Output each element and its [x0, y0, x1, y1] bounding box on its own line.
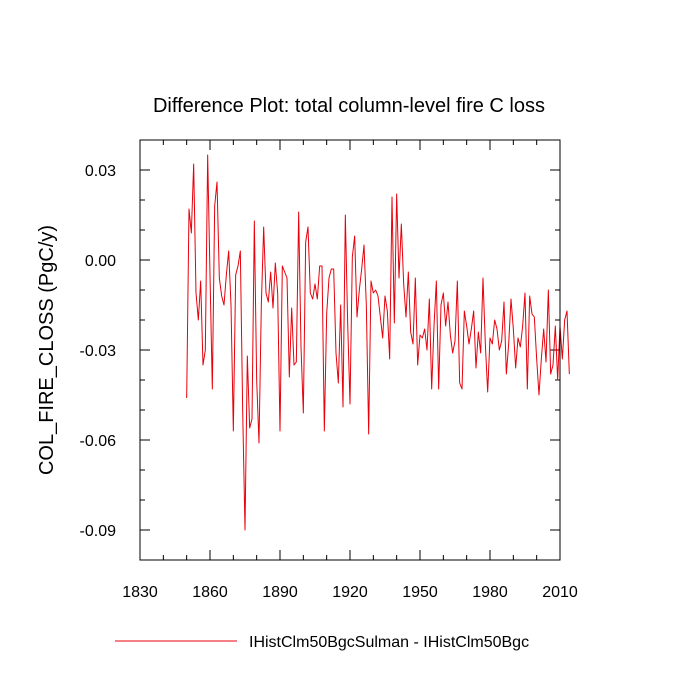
x-tick-label: 2010 — [542, 584, 578, 601]
series-line — [186, 154, 570, 531]
x-tick-label: 1860 — [192, 584, 228, 601]
y-tick-label: -0.09 — [80, 523, 117, 540]
plot-frame — [139, 139, 561, 561]
y-tick-label: -0.06 — [80, 433, 117, 450]
y-axis-label: COL_FIRE_CLOSS (PgC/y) — [36, 225, 58, 475]
legend: IHistClm50BgcSulman - IHistClm50Bgc — [115, 634, 529, 651]
y-tick-label: 0.03 — [85, 163, 116, 180]
x-tick-label: 1890 — [262, 584, 298, 601]
y-tick-label: -0.03 — [80, 343, 117, 360]
y-tick-label: 0.00 — [85, 253, 116, 270]
tick-labels: 1830 1860 1890 1920 1950 1980 2010 0.03 0.00 -0.0… — [80, 163, 578, 601]
x-tick-label: 1950 — [402, 584, 438, 601]
legend-label: IHistClm50BgcSulman - IHistClm50Bgc — [249, 634, 529, 651]
chart-title: Difference Plot: total column-level fire… — [153, 95, 545, 117]
x-tick-label: 1980 — [472, 584, 508, 601]
series-layer — [186, 154, 570, 531]
x-tick-label: 1920 — [332, 584, 368, 601]
x-tick-label: 1830 — [122, 584, 158, 601]
